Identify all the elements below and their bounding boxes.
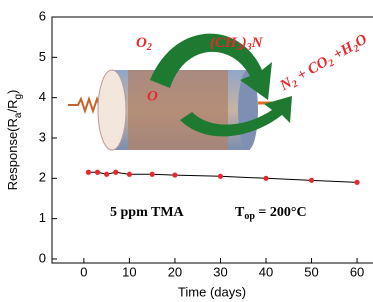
data-point [218, 174, 223, 179]
y-tick-label: 1 [39, 210, 46, 225]
x-axis-title: Time (days) [178, 284, 246, 299]
tube-end [98, 70, 126, 150]
data-point [113, 170, 118, 175]
x-tick-label: 30 [213, 264, 227, 279]
label-products: N2 + CO2 +H2O [277, 32, 371, 97]
data-point [86, 170, 91, 175]
y-tick-label: 6 [39, 8, 46, 23]
data-point [309, 178, 314, 183]
label-o2: O2 [136, 35, 152, 53]
data-point [104, 172, 109, 177]
inset-illustration: O2 (CH3)3N O N2 + CO2 +H2O [68, 32, 371, 150]
y-tick-label: 0 [39, 250, 46, 265]
y-tick-label: 4 [39, 89, 46, 104]
x-tick-label: 0 [80, 264, 87, 279]
label-o-ion: O [147, 88, 158, 104]
data-point [95, 170, 100, 175]
y-tick-label: 2 [39, 170, 46, 185]
data-point [150, 172, 155, 177]
annotation: 5 ppm TMA [110, 205, 185, 220]
x-tick-label: 50 [304, 264, 318, 279]
y-axis-title: Response(Ra/Rg) [5, 90, 23, 191]
data-point [127, 172, 132, 177]
data-point [354, 180, 359, 185]
sensor-film [128, 70, 228, 150]
annotation: Top = 200°C [235, 205, 307, 222]
label-tma: (CH3)3N [210, 35, 264, 53]
x-tick-label: 40 [259, 264, 273, 279]
chart: O2 (CH3)3N O N2 + CO2 +H2O 5 ppm TMA Top… [0, 0, 373, 302]
data-point [263, 176, 268, 181]
y-tick-label: 5 [39, 49, 46, 64]
data-point [172, 172, 177, 177]
y-tick-label: 3 [39, 129, 46, 144]
x-tick-label: 60 [350, 264, 364, 279]
x-tick-label: 10 [122, 264, 136, 279]
x-tick-label: 20 [168, 264, 182, 279]
